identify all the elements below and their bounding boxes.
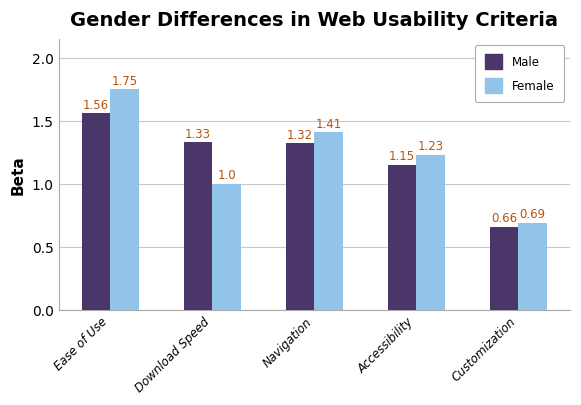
Text: 1.23: 1.23: [417, 140, 443, 153]
Text: 0.69: 0.69: [519, 208, 546, 221]
Bar: [314, 133, 343, 310]
Bar: [212, 184, 241, 310]
Text: 1.32: 1.32: [287, 129, 313, 142]
Text: 1.15: 1.15: [389, 150, 415, 163]
Bar: [82, 114, 110, 310]
Bar: [490, 227, 518, 310]
Bar: [388, 165, 416, 310]
Bar: [416, 156, 444, 310]
Legend: Male, Female: Male, Female: [475, 46, 564, 103]
Bar: [110, 90, 139, 310]
Title: Gender Differences in Web Usability Criteria: Gender Differences in Web Usability Crit…: [70, 11, 558, 30]
Bar: [286, 144, 314, 310]
Text: 1.0: 1.0: [217, 169, 236, 182]
Bar: [184, 143, 212, 310]
Text: 1.56: 1.56: [83, 98, 109, 111]
Text: 1.75: 1.75: [112, 75, 138, 87]
Text: 1.33: 1.33: [185, 127, 211, 140]
Bar: [518, 223, 547, 310]
Text: 1.41: 1.41: [315, 117, 342, 130]
Text: 0.66: 0.66: [491, 211, 517, 224]
Y-axis label: Beta: Beta: [11, 155, 26, 195]
